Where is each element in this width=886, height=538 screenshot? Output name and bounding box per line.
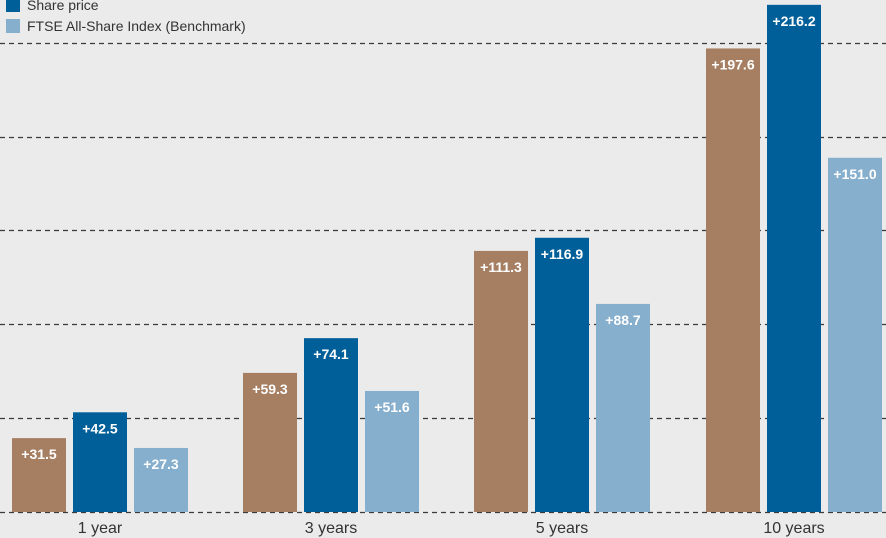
bar-value-label-1-2: +51.6 — [374, 399, 410, 415]
legend-swatch-share-price — [6, 0, 20, 12]
gridlines — [0, 42, 886, 514]
bar-2-1 — [535, 237, 589, 513]
legend-item-share-price: Share price — [6, 0, 246, 15]
bar-value-label-3-2: +151.0 — [833, 166, 876, 182]
category-label-2: 5 years — [536, 520, 588, 537]
bar-3-2 — [828, 157, 882, 512]
bar-value-label-3-0: +197.6 — [711, 56, 754, 72]
category-label-0: 1 year — [78, 520, 123, 537]
bar-value-label-0-0: +31.5 — [21, 446, 57, 462]
bar-1-0 — [243, 372, 297, 512]
legend-label-share-price: Share price — [27, 0, 99, 13]
bar-2-2 — [596, 303, 650, 512]
bar-value-label-2-2: +88.7 — [605, 312, 641, 328]
bar-value-label-0-1: +42.5 — [82, 420, 118, 436]
bar-value-label-2-1: +116.9 — [541, 246, 584, 262]
bar-value-label-1-1: +74.1 — [313, 346, 349, 362]
bar-0-1 — [73, 412, 127, 512]
category-label-3: 10 years — [763, 520, 824, 537]
legend-label-benchmark: FTSE All-Share Index (Benchmark) — [27, 17, 246, 34]
bar-value-label-1-0: +59.3 — [252, 381, 288, 397]
bar-3-1 — [767, 4, 821, 513]
bar-1-1 — [304, 338, 358, 512]
bars: +31.5 +42.5 +27.3 +59.3 +74.1 +51.6 +111.3 +116… — [12, 4, 882, 513]
bar-0-2 — [134, 447, 188, 512]
bar-3-0 — [706, 48, 760, 512]
category-labels: 1 year 3 years 5 years 10 years — [78, 520, 825, 537]
bar-value-label-3-1: +216.2 — [772, 13, 815, 29]
bar-1-2 — [365, 390, 419, 512]
bar-value-label-2-0: +111.3 — [480, 259, 522, 275]
bar-value-label-0-2: +27.3 — [143, 456, 179, 472]
legend-item-benchmark: FTSE All-Share Index (Benchmark) — [6, 15, 246, 36]
bar-2-0 — [474, 250, 528, 512]
category-label-1: 3 years — [305, 520, 357, 537]
legend: Share price FTSE All-Share Index (Benchm… — [6, 0, 246, 36]
legend-swatch-benchmark — [6, 18, 20, 33]
bar-0-0 — [12, 438, 66, 512]
